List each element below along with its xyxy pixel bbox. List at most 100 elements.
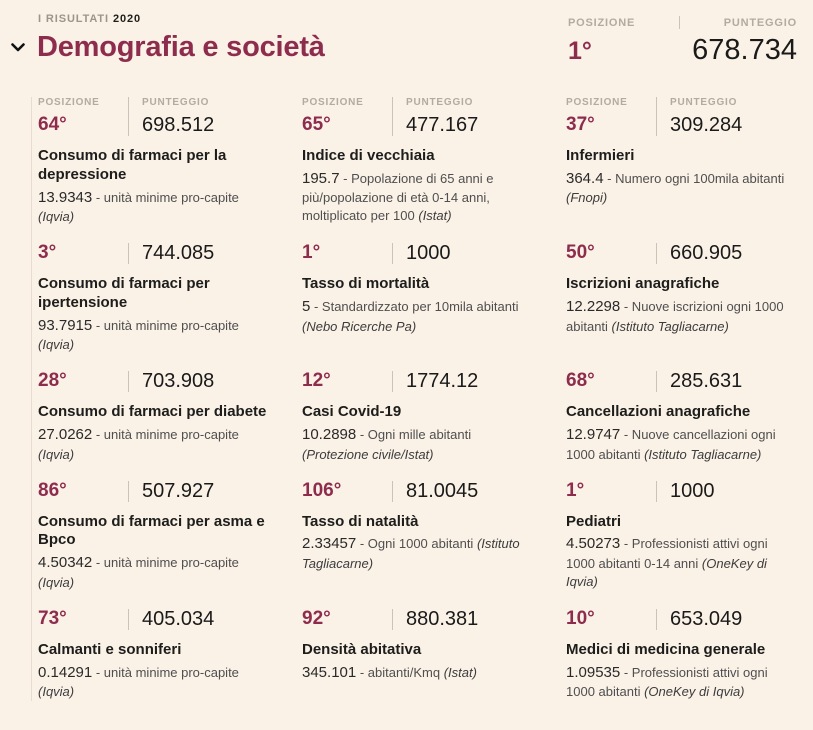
indicator-name: Consumo di farmaci per ipertensione [38,275,210,311]
indicator-source: (Istituto Tagliacarne) [302,536,520,572]
indicator-text: 4.50342 - unità minime pro-capite (Iqvia… [38,553,267,592]
indicator-card: POSIZIONE 10° PUNTEGGIO 653.049 Medici d… [566,607,795,701]
summary-values: 1° 678.734 [568,34,797,67]
indicator-card: POSIZIONE 65° PUNTEGGIO 477.167 Indice d… [302,97,531,226]
score-value: 1774.12 [406,370,479,393]
indicator-card: POSIZIONE 50° PUNTEGGIO 660.905 Iscrizio… [566,242,795,354]
score-value: 1000 [406,242,451,265]
indicator-value: 2.33457 [302,535,357,553]
eyebrow-year: 2020 [112,13,142,25]
card-score-row: POSIZIONE 12° PUNTEGGIO 1774.12 [302,370,531,393]
position-value: 37° [566,114,595,135]
card-score-col: PUNTEGGIO 405.034 [128,607,267,630]
card-score-row: POSIZIONE 64° PUNTEGGIO 698.512 [38,97,267,136]
indicator-source: (Iqvia) [38,209,75,225]
indicator-value: 4.50342 [38,554,93,572]
score-value: 405.034 [142,607,215,630]
indicator-text: 345.101 - abitanti/Kmq (Istat) [302,663,531,684]
indicator-value: 4.50273 [566,535,621,553]
indicator-card: POSIZIONE 73° PUNTEGGIO 405.034 Calmanti… [38,607,267,702]
score-label: PUNTEGGIO [670,97,738,108]
indicator-value: 10.2898 [302,426,357,443]
indicator-name: Medici di medicina generale [566,640,766,658]
indicator-name: Densità abitativa [302,640,422,658]
score-value: 880.381 [406,607,479,630]
indicator-value: 364.4 [566,169,604,187]
indicator-text: 0.14291 - unità minime pro-capite (Iqvia… [38,663,267,702]
score-value: 285.631 [670,370,743,393]
position-label: POSIZIONE [566,97,628,108]
indicator-text: 27.0262 - unità minime pro-capite (Iqvia… [38,425,267,464]
indicator-desc: - Ogni 1000 abitanti [359,536,474,552]
card-score-row: POSIZIONE 3° PUNTEGGIO 744.085 [38,242,267,265]
indicator-card: POSIZIONE 12° PUNTEGGIO 1774.12 Casi Cov… [302,370,531,464]
indicator-card: POSIZIONE 92° PUNTEGGIO 880.381 Densità … [302,607,531,701]
card-score-row: POSIZIONE 50° PUNTEGGIO 660.905 [566,242,795,265]
indicator-source: (Iqvia) [38,684,75,700]
indicator-source: (Protezione civile/Istat) [302,446,434,462]
indicator-value: 1.09535 [566,663,621,681]
indicator-value: 13.9343 [38,188,93,206]
summary-position-label: POSIZIONE [568,16,636,29]
indicator-text: 5 - Standardizzato per 10mila abitanti (… [302,297,531,336]
card-score-row: POSIZIONE 86° PUNTEGGIO 507.927 [38,479,267,502]
indicator-source: (Istituto Tagliacarne) [611,318,729,334]
indicator-text: 12.2298 - Nuove iscrizioni ogni 1000 abi… [566,297,795,336]
card-score-col: PUNTEGGIO 703.908 [128,370,267,393]
position-value: 106° [302,479,342,501]
score-value: 744.085 [142,242,215,265]
card-score-col: PUNTEGGIO 1774.12 [392,370,531,393]
indicator-value: 12.2298 [566,297,621,315]
card-score-col: PUNTEGGIO 477.167 [392,97,531,136]
score-label: PUNTEGGIO [142,97,210,108]
indicator-card: POSIZIONE 1° PUNTEGGIO 1000 Tasso di mor… [302,242,531,354]
card-score-row: POSIZIONE 73° PUNTEGGIO 405.034 [38,607,267,630]
card-score-col: PUNTEGGIO 1000 [656,480,795,502]
card-position-col: POSIZIONE 65° [302,97,392,136]
chevron-down-icon[interactable] [10,43,26,52]
indicator-name: Cancellazioni anagrafiche [566,403,751,421]
indicator-value: 195.7 [302,169,340,187]
position-value: 86° [38,479,67,501]
card-score-row: POSIZIONE 92° PUNTEGGIO 880.381 [302,607,531,630]
indicator-text: 364.4 - Numero ogni 100mila abitanti (Fn… [566,169,795,208]
indicator-text: 2.33457 - Ogni 1000 abitanti (Istituto T… [302,534,531,573]
score-value: 309.284 [670,114,743,136]
card-position-col: POSIZIONE 28° [38,370,128,392]
indicator-card: POSIZIONE 37° PUNTEGGIO 309.284 Infermie… [566,97,795,226]
indicator-text: 10.2898 - Ogni mille abitanti (Protezion… [302,425,531,464]
card-score-col: PUNTEGGIO 698.512 [128,97,267,136]
card-position-col: POSIZIONE 37° [566,97,656,136]
indicator-desc: - abitanti/Kmq [359,664,441,680]
position-value: 28° [38,370,67,392]
card-score-col: PUNTEGGIO 285.631 [656,370,795,393]
section-title[interactable]: Demografia e società [37,31,325,63]
indicator-desc: - unità minime pro-capite [95,317,239,333]
indicator-source: (Istituto Tagliacarne) [644,446,762,462]
position-value: 10° [566,607,595,629]
score-value: 703.908 [142,370,215,393]
indicator-card: POSIZIONE 86° PUNTEGGIO 507.927 Consumo … [38,479,267,592]
card-score-col: PUNTEGGIO 309.284 [656,97,795,136]
card-position-col: POSIZIONE 12° [302,370,392,392]
card-score-row: POSIZIONE 65° PUNTEGGIO 477.167 [302,97,531,136]
position-value: 92° [302,607,331,629]
position-value: 3° [38,242,57,264]
card-score-col: PUNTEGGIO 744.085 [128,242,267,265]
position-value: 12° [302,370,331,392]
indicator-text: 93.7915 - unità minime pro-capite (Iqvia… [38,316,267,355]
indicator-desc: - Professionisti attivi ogni 1000 abitan… [566,664,768,700]
position-value: 68° [566,370,595,392]
indicator-text: 195.7 - Popolazione di 65 anni e più/pop… [302,169,531,226]
card-score-col: PUNTEGGIO 81.0045 [392,480,531,502]
indicator-desc: - unità minime pro-capite [95,189,239,205]
indicator-source: (Iqvia) [38,337,75,353]
indicator-desc: - unità minime pro-capite [95,427,239,442]
indicator-value: 12.9747 [566,426,621,443]
indicator-desc: - Standardizzato per 10mila abitanti [313,298,519,314]
indicator-card: POSIZIONE 28° PUNTEGGIO 703.908 Consumo … [38,370,267,464]
indicator-desc: - unità minime pro-capite [95,664,239,680]
indicator-source: (Istat) [443,664,477,680]
card-score-row: POSIZIONE 28° PUNTEGGIO 703.908 [38,370,267,393]
position-value: 64° [38,114,67,135]
